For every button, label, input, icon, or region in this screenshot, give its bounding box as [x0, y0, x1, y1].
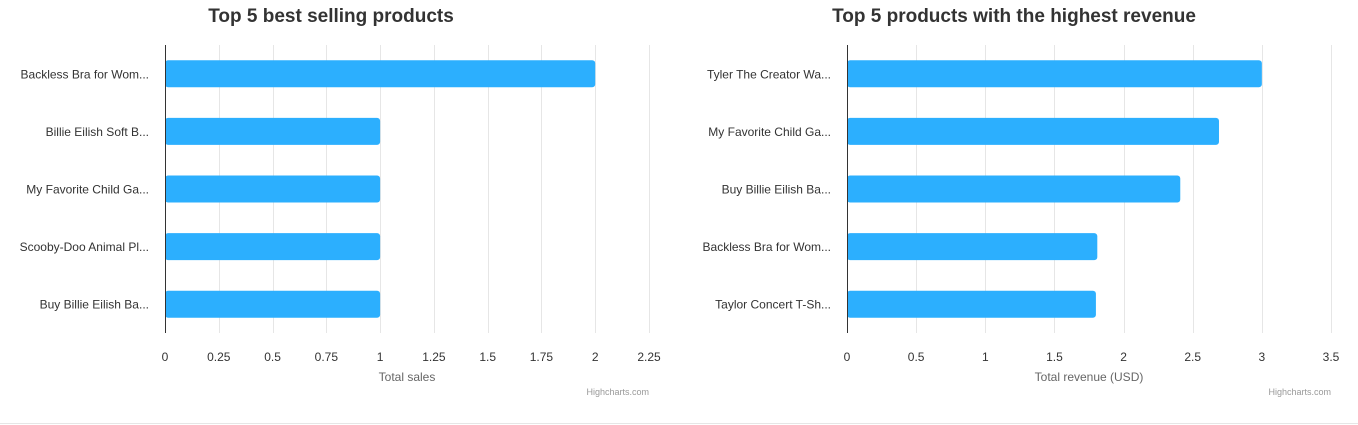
x-tick-label: 0 [844, 350, 851, 364]
bar[interactable] [165, 60, 596, 88]
category-label: Scooby-Doo Animal Pl... [20, 240, 149, 254]
chart-title: Top 5 best selling products [208, 6, 454, 27]
category-label: Taylor Concert T-Sh... [715, 298, 831, 312]
x-tick-label: 0.5 [908, 350, 925, 364]
credits-link[interactable]: Highcharts.com [1268, 387, 1331, 397]
credits-link[interactable]: Highcharts.com [586, 387, 649, 397]
x-tick-label: 1 [377, 350, 384, 364]
x-tick-label: 0 [162, 350, 169, 364]
x-tick-label: 2.25 [637, 350, 661, 364]
x-axis-title: Total sales [379, 370, 436, 384]
highest-revenue-chart-plot: Tyler The Creator Wa... My Favorite Child… [703, 45, 1340, 397]
x-tick-label: 2 [592, 350, 599, 364]
category-label: Backless Bra for Wom... [21, 67, 149, 81]
category-label: Billie Eilish Soft B... [46, 125, 149, 139]
bottom-divider [0, 423, 1358, 424]
x-tick-label: 1 [982, 350, 989, 364]
best-selling-chart-plot: Backless Bra for Wom... Billie Eilish Sof… [20, 45, 661, 397]
best-selling-chart: Top 5 best selling products Backless Bra… [0, 0, 679, 410]
x-tick-label: 1.75 [530, 350, 554, 364]
chart-title: Top 5 products with the highest revenue [832, 6, 1196, 27]
category-label: Buy Billie Eilish Ba... [722, 183, 831, 197]
bar[interactable] [847, 175, 1181, 203]
category-label: Backless Bra for Wom... [703, 240, 831, 254]
category-label: Buy Billie Eilish Ba... [40, 298, 149, 312]
x-tick-label: 1.5 [479, 350, 496, 364]
bar[interactable] [165, 290, 381, 318]
x-tick-label: 0.75 [315, 350, 339, 364]
bar[interactable] [165, 117, 381, 145]
x-tick-label: 3 [1259, 350, 1266, 364]
bar[interactable] [165, 233, 381, 261]
x-tick-label: 1.25 [422, 350, 446, 364]
bar[interactable] [847, 60, 1262, 88]
x-tick-label: 2.5 [1184, 350, 1201, 364]
bar[interactable] [847, 117, 1219, 145]
x-tick-label: 0.5 [264, 350, 281, 364]
category-label: My Favorite Child Ga... [26, 183, 149, 197]
bar[interactable] [165, 175, 381, 203]
bar[interactable] [847, 290, 1096, 318]
x-tick-label: 1.5 [1046, 350, 1063, 364]
category-label: My Favorite Child Ga... [708, 125, 831, 139]
x-tick-label: 3.5 [1323, 350, 1340, 364]
x-tick-label: 2 [1120, 350, 1127, 364]
x-tick-label: 0.25 [207, 350, 231, 364]
highest-revenue-chart: Top 5 products with the highest revenue … [679, 0, 1358, 410]
x-axis-title: Total revenue (USD) [1035, 370, 1144, 384]
category-label: Tyler The Creator Wa... [707, 67, 831, 81]
bar[interactable] [847, 233, 1098, 261]
